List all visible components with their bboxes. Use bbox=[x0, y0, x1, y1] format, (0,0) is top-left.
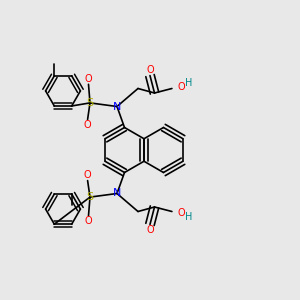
Text: O: O bbox=[85, 74, 92, 84]
Text: O: O bbox=[85, 216, 92, 226]
Text: O: O bbox=[84, 170, 92, 180]
Text: N: N bbox=[113, 101, 121, 112]
Text: S: S bbox=[86, 98, 94, 108]
Text: O: O bbox=[146, 225, 154, 235]
Text: S: S bbox=[86, 192, 94, 202]
Text: H: H bbox=[184, 78, 192, 88]
Text: H: H bbox=[184, 212, 192, 222]
Text: O: O bbox=[146, 65, 154, 75]
Text: O: O bbox=[177, 208, 185, 218]
Text: O: O bbox=[177, 82, 185, 92]
Text: O: O bbox=[84, 120, 92, 130]
Text: N: N bbox=[113, 188, 121, 199]
